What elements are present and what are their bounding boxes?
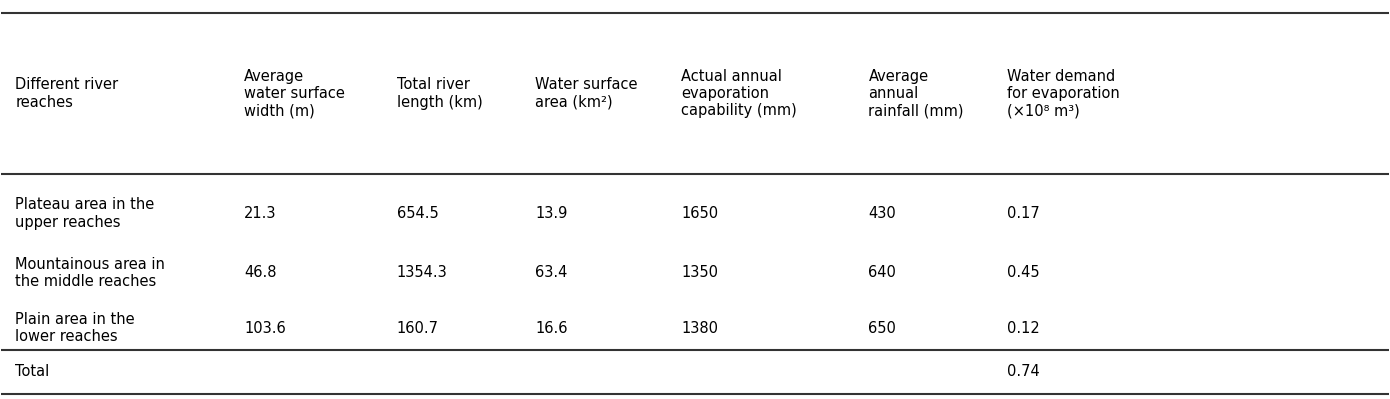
- Text: 1350: 1350: [681, 265, 719, 280]
- Text: Different river
reaches: Different river reaches: [15, 77, 118, 110]
- Text: Average
water surface
width (m): Average water surface width (m): [245, 69, 345, 119]
- Text: Plain area in the
lower reaches: Plain area in the lower reaches: [15, 312, 135, 344]
- Text: 0.12: 0.12: [1008, 321, 1040, 336]
- Text: 0.74: 0.74: [1008, 364, 1040, 379]
- Text: Total: Total: [15, 364, 50, 379]
- Text: 16.6: 16.6: [535, 321, 569, 336]
- Text: 0.17: 0.17: [1008, 206, 1040, 221]
- Text: 654.5: 654.5: [396, 206, 438, 221]
- Text: 103.6: 103.6: [245, 321, 286, 336]
- Text: 640: 640: [869, 265, 897, 280]
- Text: Total river
length (km): Total river length (km): [396, 77, 482, 110]
- Text: 1380: 1380: [681, 321, 719, 336]
- Text: 13.9: 13.9: [535, 206, 569, 221]
- Text: Water demand
for evaporation
(×10⁸ m³): Water demand for evaporation (×10⁸ m³): [1008, 69, 1120, 119]
- Text: Plateau area in the
upper reaches: Plateau area in the upper reaches: [15, 197, 154, 229]
- Text: 160.7: 160.7: [396, 321, 439, 336]
- Text: 46.8: 46.8: [245, 265, 277, 280]
- Text: Actual annual
evaporation
capability (mm): Actual annual evaporation capability (mm…: [681, 69, 796, 119]
- Text: 430: 430: [869, 206, 897, 221]
- Text: Average
annual
rainfall (mm): Average annual rainfall (mm): [869, 69, 963, 119]
- Text: 650: 650: [869, 321, 897, 336]
- Text: Mountainous area in
the middle reaches: Mountainous area in the middle reaches: [15, 257, 165, 289]
- Text: 1354.3: 1354.3: [396, 265, 448, 280]
- Text: 1650: 1650: [681, 206, 719, 221]
- Text: 63.4: 63.4: [535, 265, 569, 280]
- Text: Water surface
area (km²): Water surface area (km²): [535, 77, 638, 110]
- Text: 0.45: 0.45: [1008, 265, 1040, 280]
- Text: 21.3: 21.3: [245, 206, 277, 221]
